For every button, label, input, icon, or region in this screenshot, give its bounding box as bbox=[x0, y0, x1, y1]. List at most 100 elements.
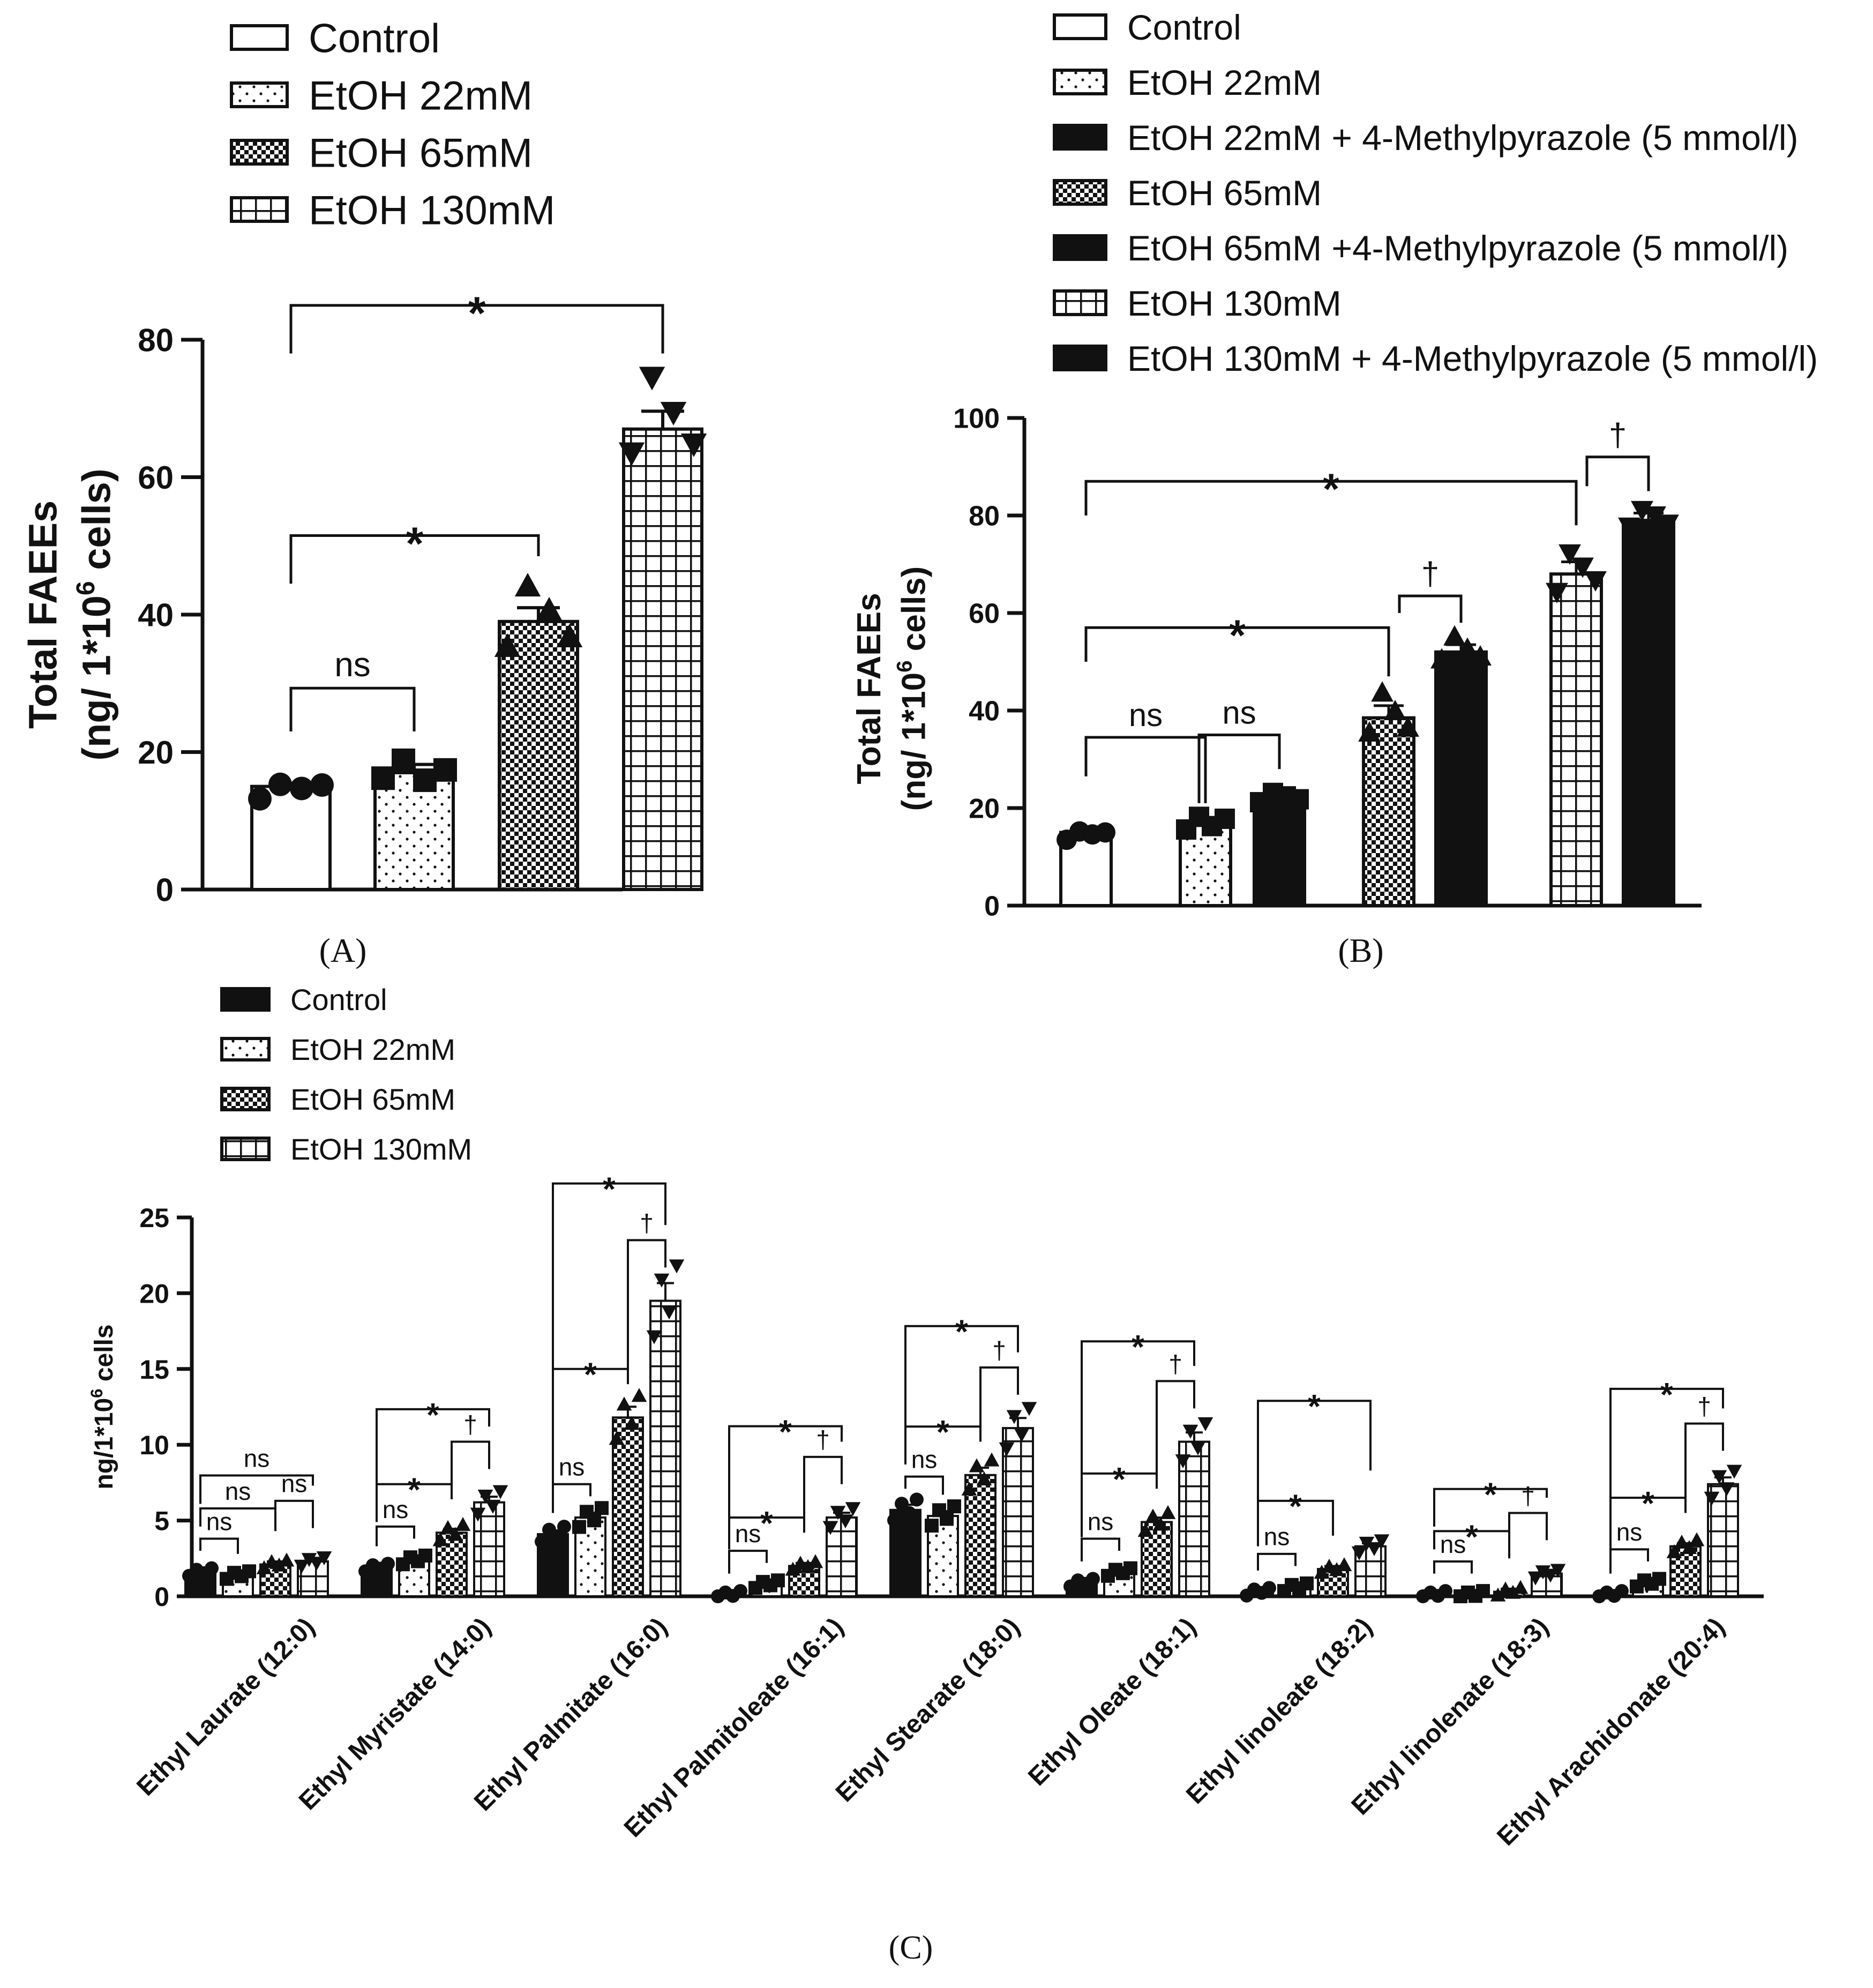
panel-c-point-3-3-4 bbox=[631, 1388, 647, 1402]
panel-c-bar-1-1 bbox=[184, 1571, 216, 1597]
panel-c-point-3-1-4 bbox=[557, 1520, 571, 1534]
panel-c-legend-swatch-1 bbox=[220, 987, 271, 1012]
panel-a-bar-4 bbox=[622, 427, 703, 891]
panel-c-annot-1-3-bracket bbox=[274, 1499, 314, 1528]
panel-c-point-7-4-2 bbox=[1359, 1536, 1375, 1551]
panel-c-point-9-3-4 bbox=[1689, 1532, 1705, 1546]
panel-a-annot-2-label: * bbox=[406, 518, 424, 570]
panel-c-point-6-4-4 bbox=[1197, 1417, 1213, 1431]
panel-c-point-9-3-1 bbox=[1666, 1544, 1682, 1558]
panel-c-legend-label-2: EtOH 22mM bbox=[290, 1033, 455, 1066]
panel-c-bar-3-4 bbox=[649, 1299, 681, 1598]
panel-c-point-5-3-4 bbox=[984, 1452, 1000, 1467]
panel-a-point-2-2 bbox=[392, 748, 415, 772]
panel-c-annot-6-3-label: † bbox=[1168, 1350, 1182, 1378]
panel-b-annot-4-bracket bbox=[1398, 594, 1463, 623]
panel-c-annot-5-1-label: ns bbox=[911, 1445, 938, 1473]
panel-c-annot-3-3-label: † bbox=[640, 1209, 654, 1237]
panel-c-point-2-2-4 bbox=[418, 1548, 432, 1563]
panel-b-legend-swatch-4 bbox=[1053, 179, 1107, 206]
panel-c-annot-9-3-bracket bbox=[1684, 1422, 1724, 1498]
panel-b-annot-1-bracket bbox=[1084, 736, 1207, 803]
panel-c-annot-8-2-bracket bbox=[1433, 1530, 1510, 1559]
panel-c-point-8-1-4 bbox=[1439, 1584, 1452, 1598]
panel-b-bar-2 bbox=[1179, 821, 1232, 908]
panel-b-y-tick-label-40: 40 bbox=[969, 696, 1000, 727]
panel-c-point-6-1-4 bbox=[1086, 1572, 1100, 1586]
panel-c-point-7-2-4 bbox=[1300, 1576, 1314, 1590]
panel-b-bar-6 bbox=[1549, 572, 1603, 907]
panel-c-legend-label-3: EtOH 65mM bbox=[290, 1082, 455, 1116]
panel-c-annot-1-3-label: ns bbox=[281, 1470, 308, 1498]
panel-c-point-8-4-4 bbox=[1550, 1564, 1566, 1578]
panel-c-point-8-3-4 bbox=[1512, 1580, 1529, 1594]
panel-c-point-3-4-3 bbox=[661, 1305, 677, 1320]
panel-c-point-1-3-4 bbox=[279, 1552, 295, 1567]
panel-b-annot-6-label: † bbox=[1609, 417, 1627, 453]
panel-c-point-4-4-3 bbox=[837, 1514, 853, 1529]
panel-b-legend-swatch-2 bbox=[1053, 69, 1107, 95]
panel-a-legend-label-4: EtOH 130mM bbox=[309, 188, 555, 233]
panel-c-point-9-4-3 bbox=[1719, 1482, 1735, 1497]
panel-b-legend-label-1: Control bbox=[1127, 8, 1241, 47]
panel-b-y-axis-title-rest: cells) bbox=[896, 566, 933, 661]
panel-c-annot-5-1-bracket bbox=[904, 1475, 944, 1495]
panel-c-point-3-1-3 bbox=[550, 1529, 564, 1544]
panel-b-y-tick-label-0: 0 bbox=[984, 891, 1000, 922]
panel-b-annot-6-bracket bbox=[1585, 455, 1650, 491]
panel-b-annot-3-label: * bbox=[1229, 611, 1246, 660]
panel-b-label: (B) bbox=[1338, 931, 1383, 969]
panel-c-point-2-1-4 bbox=[381, 1557, 395, 1571]
panel-a-point-1-3 bbox=[290, 776, 313, 801]
panel-c-annot-3-2-label: * bbox=[584, 1357, 597, 1394]
panel-a-point-4-1 bbox=[618, 442, 645, 466]
panel-b-legend-swatch-6 bbox=[1053, 289, 1107, 316]
panel-b-point-4-4 bbox=[1397, 716, 1419, 737]
panel-c-point-1-1-4 bbox=[205, 1561, 219, 1575]
panel-a-bar-3 bbox=[498, 619, 579, 891]
panel-b-legend-label-3: EtOH 22mM + 4-Methylpyrazole (5 mmol/l) bbox=[1127, 118, 1799, 158]
panel-b-annot-5-label: * bbox=[1323, 465, 1340, 513]
panel-b-point-2-4 bbox=[1215, 809, 1235, 829]
panel-c-annot-7-1-bracket bbox=[1257, 1552, 1297, 1571]
panel-a-point-3-2 bbox=[514, 573, 541, 597]
panel-c-annot-6-1-bracket bbox=[1081, 1537, 1120, 1561]
panel-b-legend-swatch-7 bbox=[1053, 345, 1107, 371]
panel-a-point-3-1 bbox=[494, 633, 521, 657]
panel-b-legend-label-6: EtOH 130mM bbox=[1127, 283, 1342, 323]
panel-b-y-axis-title-line1: Total FAEEs bbox=[851, 593, 888, 784]
panel-c-annot-3-3-bracket bbox=[627, 1239, 666, 1369]
panel-c-point-6-4-2 bbox=[1182, 1424, 1198, 1439]
panel-b-point-5-4 bbox=[1469, 645, 1492, 666]
panel-a-y-axis-title-line1: Total FAEEs bbox=[21, 500, 65, 729]
panel-c-annot-1-2-bracket bbox=[199, 1507, 276, 1531]
panel-c-category-label-6: Ethyl Oleate (18:1) bbox=[1023, 1612, 1202, 1791]
panel-a-label: (A) bbox=[319, 931, 367, 969]
panel-c-point-5-1-3 bbox=[902, 1506, 916, 1520]
panel-b-legend-label-7: EtOH 130mM + 4-Methylpyrazole (5 mmol/l) bbox=[1127, 339, 1818, 378]
panel-c-point-3-4-4 bbox=[669, 1259, 685, 1274]
panel-c-annot-6-1-label: ns bbox=[1088, 1507, 1114, 1535]
panel-a-y-tick-label-60: 60 bbox=[138, 460, 174, 496]
panel-a-legend-swatch-2 bbox=[230, 81, 289, 108]
panel-c-annot-6-4-label: * bbox=[1132, 1329, 1145, 1366]
panel-c-legend-swatch-3 bbox=[220, 1087, 271, 1111]
panel-c-point-1-4-1 bbox=[294, 1559, 310, 1574]
panel-c-annot-4-4-bracket bbox=[728, 1425, 843, 1527]
panel-c-annot-4-3-bracket bbox=[803, 1455, 843, 1518]
panel-c-annot-2-2-label: * bbox=[408, 1472, 421, 1509]
panel-c-annot-2-1-label: ns bbox=[383, 1496, 409, 1523]
panel-c-point-9-4-2 bbox=[1711, 1470, 1727, 1484]
panel-c-annot-1-1-label: ns bbox=[206, 1507, 233, 1535]
panel-c-annot-7-1-label: ns bbox=[1264, 1523, 1290, 1551]
panel-c-annot-6-3-bracket bbox=[1156, 1380, 1195, 1474]
panel-c-point-8-4-3 bbox=[1542, 1568, 1559, 1583]
panel-c-annot-9-4-bracket bbox=[1609, 1387, 1724, 1527]
panel-c-annot-8-3-label: † bbox=[1521, 1482, 1535, 1509]
panel-b-point-6-2 bbox=[1559, 544, 1581, 565]
panel-b-point-1-4 bbox=[1095, 822, 1115, 843]
panel-b-annot-2-bracket bbox=[1197, 734, 1281, 803]
panel-c-annot-2-4-bracket bbox=[376, 1408, 490, 1500]
panel-c-annot-7-2-label: * bbox=[1289, 1489, 1302, 1526]
panel-c-point-5-4-4 bbox=[1021, 1402, 1037, 1416]
